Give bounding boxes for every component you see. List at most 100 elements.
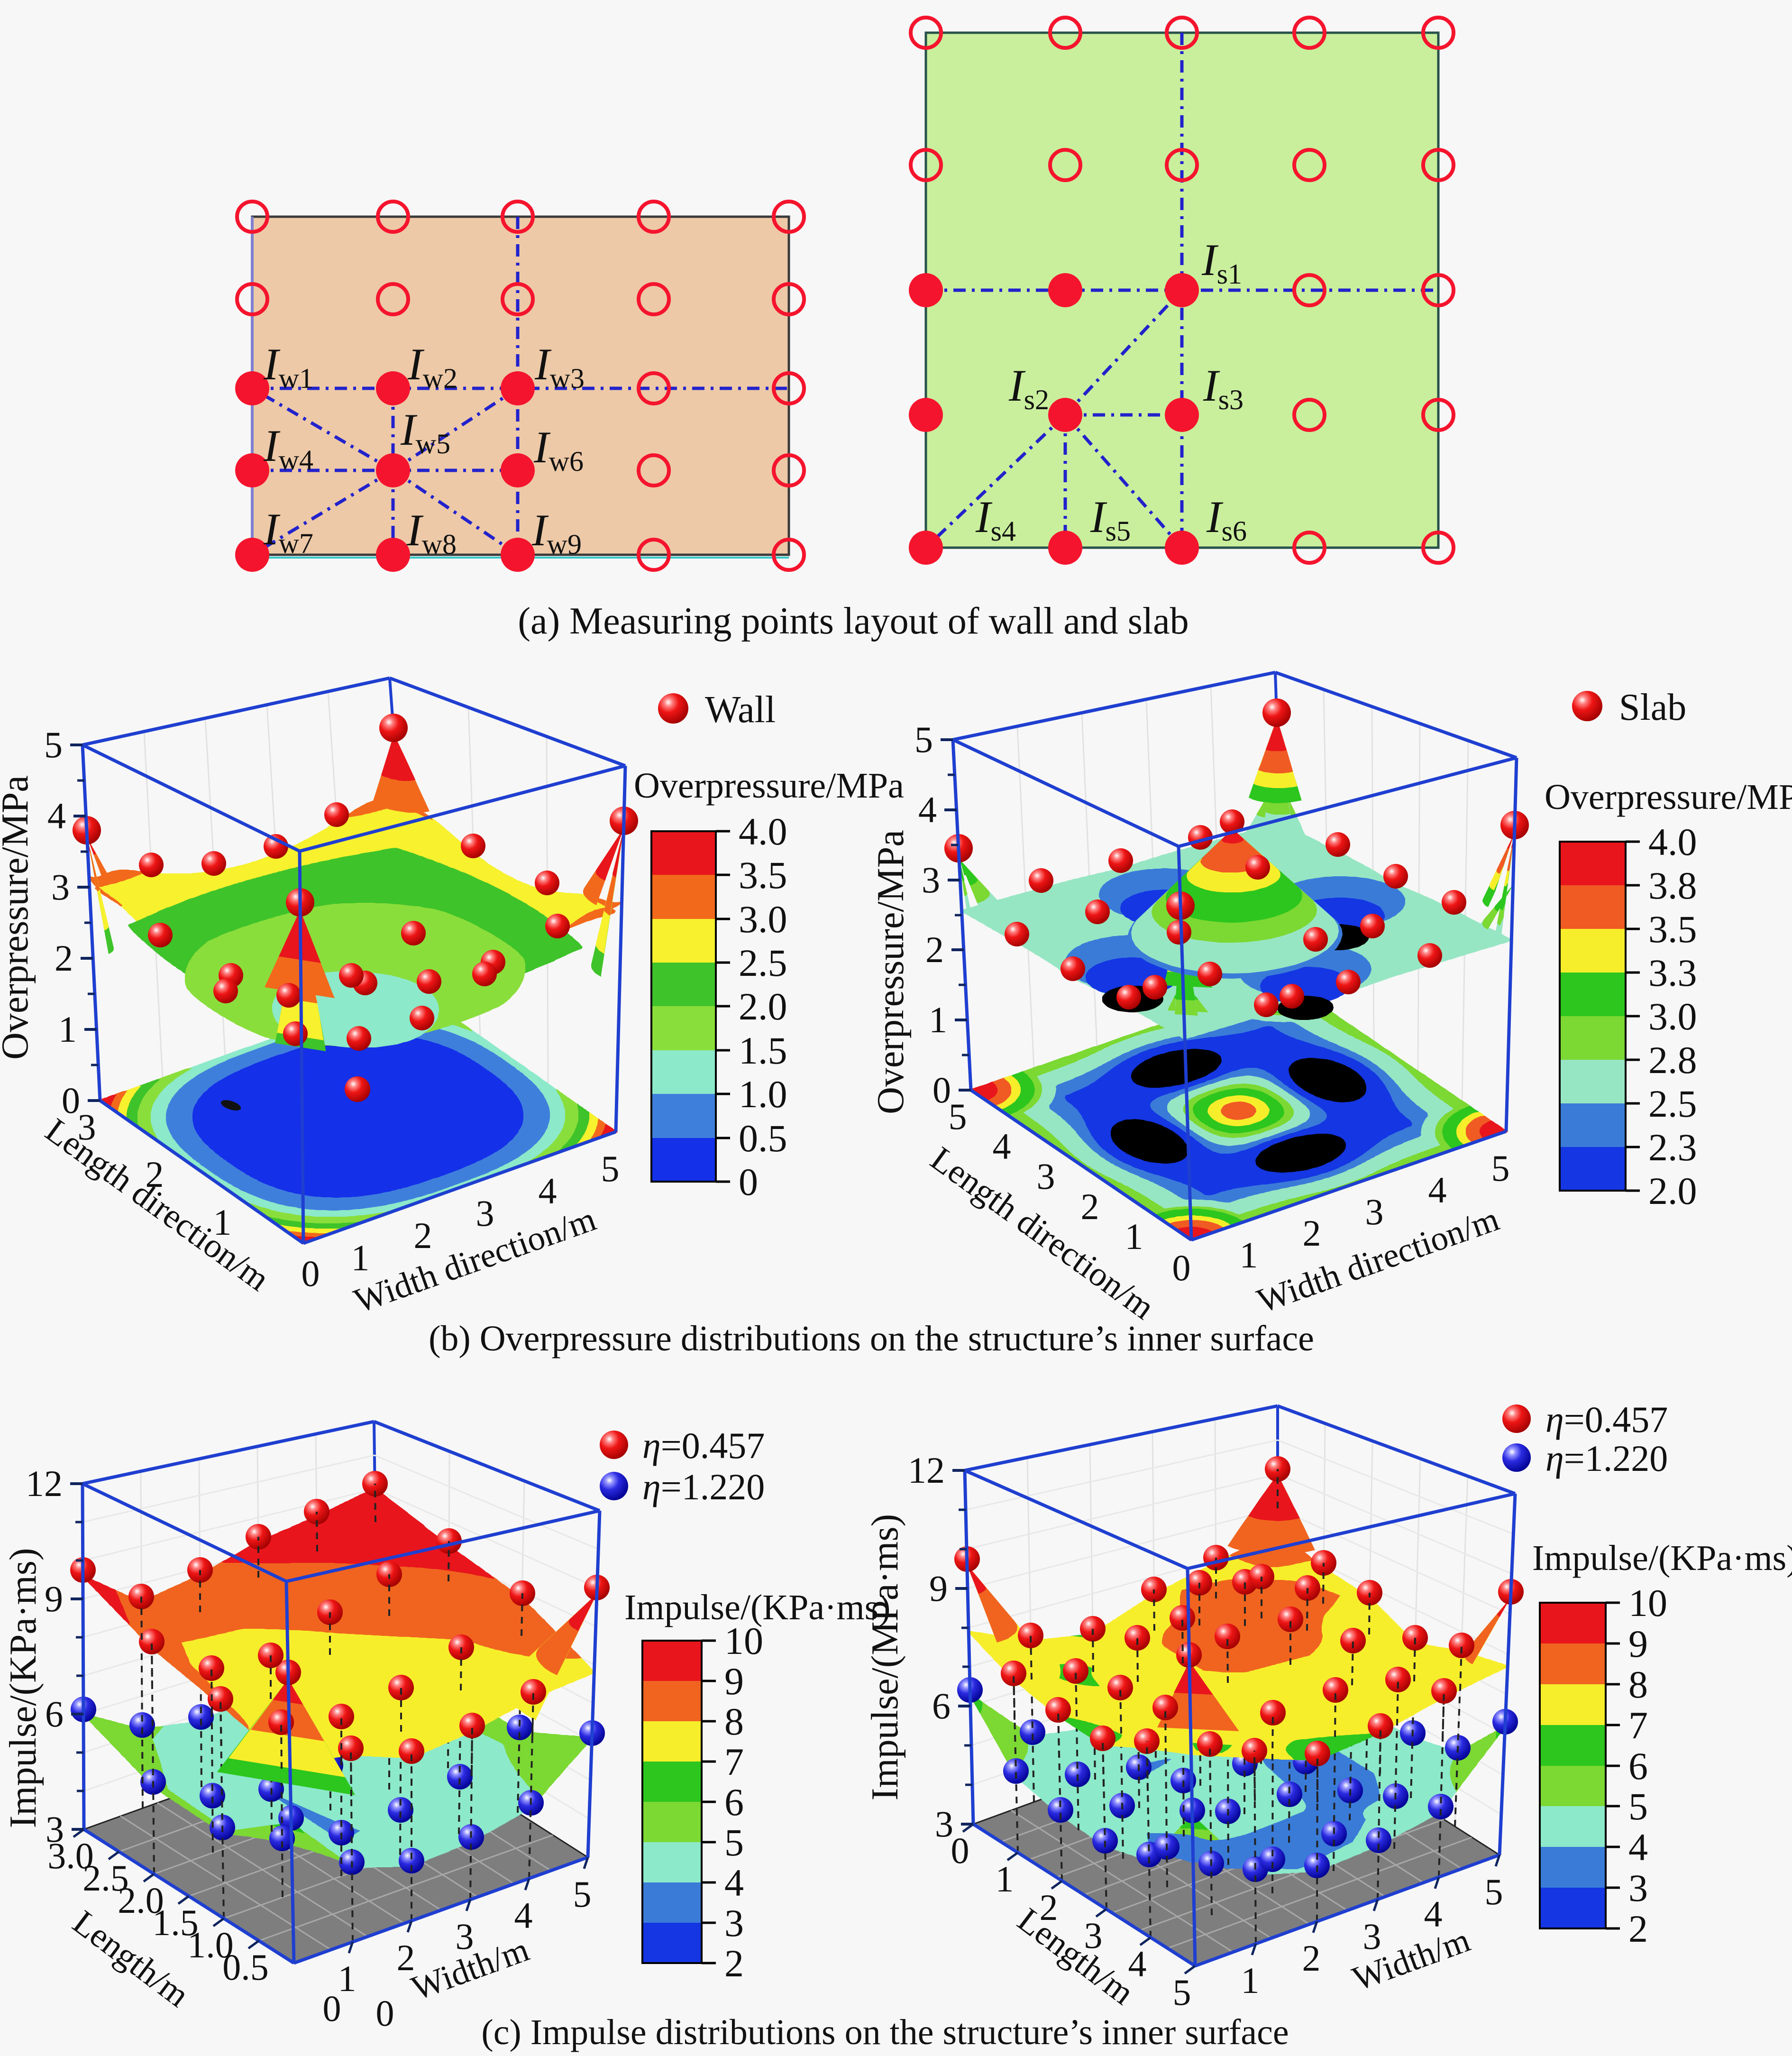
svg-text:Slab: Slab — [1619, 687, 1686, 728]
svg-text:η=1.220: η=1.220 — [1545, 1438, 1668, 1479]
svg-text:2.0: 2.0 — [1648, 1169, 1697, 1212]
svg-text:10: 10 — [724, 1619, 763, 1662]
svg-text:12: 12 — [908, 1450, 945, 1491]
svg-text:3.5: 3.5 — [739, 854, 787, 897]
svg-text:Impulse/(MPa·ms): Impulse/(MPa·ms) — [864, 1514, 906, 1800]
svg-text:Impulse/(KPa·ms): Impulse/(KPa·ms) — [624, 1588, 890, 1627]
svg-text:0: 0 — [739, 1160, 758, 1203]
svg-text:3: 3 — [935, 1803, 953, 1845]
svg-text:4.0: 4.0 — [739, 810, 787, 853]
svg-text:5: 5 — [601, 1148, 620, 1189]
svg-text:5: 5 — [1491, 1147, 1510, 1189]
svg-text:3: 3 — [1628, 1866, 1648, 1909]
svg-text:1: 1 — [929, 999, 947, 1040]
svg-text:1: 1 — [213, 1202, 232, 1243]
svg-text:1: 1 — [338, 1958, 357, 1999]
svg-text:9: 9 — [1628, 1622, 1648, 1665]
svg-text:(b) Overpressure distributions: (b) Overpressure distributions on the st… — [429, 1319, 1314, 1358]
svg-text:Overpressure/MPa: Overpressure/MPa — [634, 766, 904, 806]
svg-text:2: 2 — [397, 1937, 415, 1978]
svg-text:3: 3 — [46, 1808, 64, 1850]
svg-text:4: 4 — [918, 789, 937, 830]
svg-text:3: 3 — [51, 866, 70, 908]
svg-text:1: 1 — [58, 1009, 77, 1050]
svg-text:0.5: 0.5 — [739, 1117, 787, 1160]
svg-text:6: 6 — [724, 1781, 744, 1824]
svg-text:1: 1 — [996, 1858, 1014, 1900]
svg-text:9: 9 — [724, 1660, 744, 1703]
svg-text:Is6: Is6 — [1206, 492, 1247, 547]
svg-text:2: 2 — [1040, 1887, 1058, 1928]
svg-text:5: 5 — [949, 1096, 967, 1137]
svg-text:2.5: 2.5 — [1648, 1082, 1697, 1125]
svg-text:2: 2 — [1302, 1937, 1321, 1979]
svg-text:5: 5 — [44, 724, 63, 765]
svg-text:3.0: 3.0 — [47, 1835, 94, 1876]
svg-text:0: 0 — [951, 1830, 969, 1871]
svg-text:8: 8 — [724, 1700, 744, 1743]
svg-text:Overpressure/MPa: Overpressure/MPa — [1545, 777, 1792, 817]
svg-text:8: 8 — [1628, 1663, 1648, 1706]
svg-text:3: 3 — [1084, 1915, 1103, 1956]
svg-text:1: 1 — [1241, 1960, 1260, 2001]
svg-text:0: 0 — [933, 1069, 951, 1111]
svg-text:3.5: 3.5 — [1648, 908, 1697, 951]
svg-text:Overpressure/MPa: Overpressure/MPa — [870, 830, 912, 1114]
svg-text:3: 3 — [1363, 1916, 1381, 1957]
svg-text:Overpressure/MPa: Overpressure/MPa — [0, 775, 36, 1060]
svg-text:Iw3: Iw3 — [534, 339, 585, 394]
svg-text:2: 2 — [925, 929, 944, 970]
svg-text:4: 4 — [724, 1861, 744, 1904]
svg-text:3: 3 — [78, 1106, 96, 1147]
svg-text:1.5: 1.5 — [739, 1029, 787, 1072]
svg-text:2: 2 — [1303, 1212, 1321, 1254]
svg-text:3.0: 3.0 — [739, 898, 787, 941]
svg-text:2.0: 2.0 — [739, 985, 787, 1028]
svg-text:2: 2 — [1628, 1907, 1648, 1950]
svg-text:1.0: 1.0 — [739, 1073, 787, 1116]
svg-text:7: 7 — [724, 1740, 744, 1783]
svg-text:(a) Measuring points layout of: (a) Measuring points layout of wall and … — [518, 600, 1189, 642]
svg-text:(c) Impulse distributions on t: (c) Impulse distributions on the structu… — [481, 2012, 1289, 2052]
svg-text:0.5: 0.5 — [222, 1946, 269, 1988]
svg-text:0: 0 — [302, 1253, 320, 1294]
svg-text:2.0: 2.0 — [118, 1880, 164, 1921]
svg-text:6: 6 — [45, 1693, 64, 1735]
svg-text:5: 5 — [573, 1873, 592, 1915]
svg-text:η=1.220: η=1.220 — [642, 1466, 765, 1507]
svg-text:2: 2 — [414, 1215, 432, 1256]
svg-text:1.5: 1.5 — [152, 1902, 199, 1943]
svg-text:5: 5 — [1628, 1785, 1648, 1828]
svg-text:9: 9 — [929, 1568, 948, 1609]
svg-text:2: 2 — [1081, 1186, 1099, 1227]
svg-text:3: 3 — [476, 1193, 494, 1234]
svg-text:4: 4 — [993, 1126, 1011, 1167]
svg-text:3: 3 — [1365, 1191, 1384, 1232]
svg-text:3: 3 — [922, 859, 940, 900]
svg-text:3.3: 3.3 — [1648, 951, 1697, 994]
svg-text:4: 4 — [539, 1170, 557, 1212]
svg-text:3: 3 — [724, 1901, 744, 1945]
svg-text:4: 4 — [47, 795, 66, 836]
svg-text:2: 2 — [724, 1942, 744, 1985]
svg-text:4: 4 — [1428, 1169, 1447, 1211]
svg-text:Impulse/(KPa·ms): Impulse/(KPa·ms) — [2, 1548, 44, 1828]
svg-text:5: 5 — [724, 1821, 744, 1864]
svg-text:2.5: 2.5 — [739, 941, 787, 984]
svg-text:2.3: 2.3 — [1648, 1126, 1697, 1169]
svg-text:0: 0 — [62, 1080, 80, 1121]
svg-text:1: 1 — [1125, 1216, 1143, 1257]
svg-text:12: 12 — [26, 1463, 63, 1504]
svg-text:2: 2 — [55, 937, 73, 979]
svg-text:5: 5 — [1485, 1871, 1503, 1912]
svg-text:0: 0 — [376, 1992, 394, 2034]
svg-text:Impulse/(KPa·ms): Impulse/(KPa·ms) — [1532, 1538, 1792, 1578]
svg-text:4: 4 — [1128, 1943, 1147, 1984]
svg-text:10: 10 — [1628, 1581, 1667, 1625]
svg-text:4: 4 — [1628, 1826, 1648, 1869]
svg-text:4: 4 — [514, 1895, 533, 1936]
svg-text:0: 0 — [1172, 1247, 1191, 1288]
svg-text:0: 0 — [323, 1988, 341, 2029]
svg-text:2.5: 2.5 — [82, 1857, 129, 1899]
svg-text:9: 9 — [45, 1578, 63, 1619]
